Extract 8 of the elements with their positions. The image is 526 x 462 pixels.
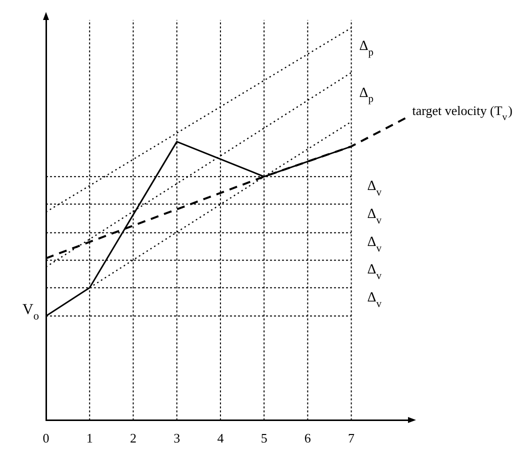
x-tick-label: 1 xyxy=(86,430,93,446)
x-tick-label: 4 xyxy=(217,430,224,446)
x-tick-label: 0 xyxy=(42,430,50,446)
x-tick-label: 3 xyxy=(174,430,180,446)
x-tick-label: 2 xyxy=(130,430,136,446)
x-tick-label: 5 xyxy=(260,430,268,446)
x-tick-label: 6 xyxy=(304,430,312,446)
x-tick-label: 7 xyxy=(348,430,356,446)
